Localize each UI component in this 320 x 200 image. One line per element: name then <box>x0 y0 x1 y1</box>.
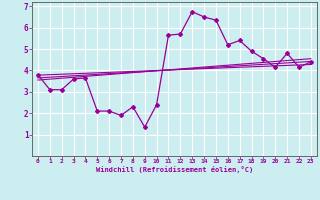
X-axis label: Windchill (Refroidissement éolien,°C): Windchill (Refroidissement éolien,°C) <box>96 166 253 173</box>
